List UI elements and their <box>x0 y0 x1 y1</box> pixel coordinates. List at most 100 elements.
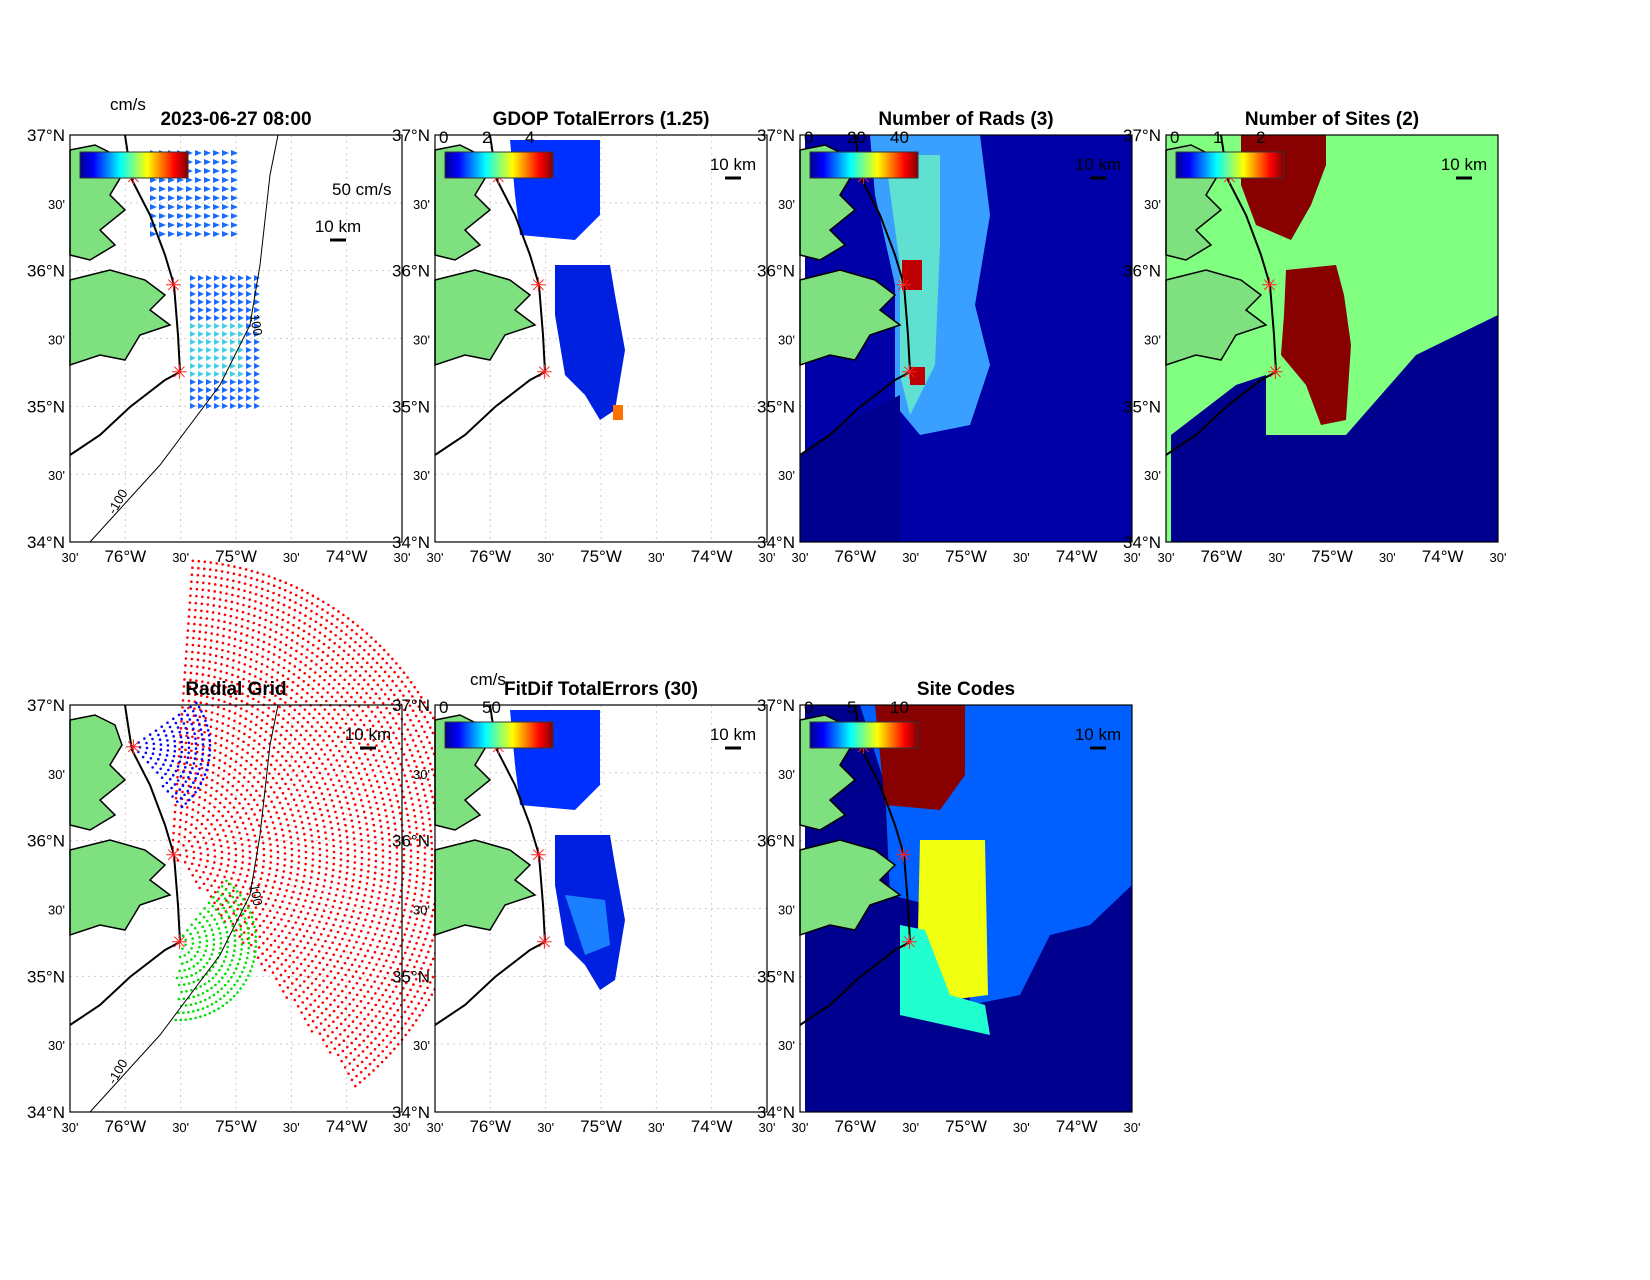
radial-grid-point <box>350 915 353 919</box>
radial-grid-point <box>311 858 315 861</box>
radial-grid-point <box>271 886 275 889</box>
radial-grid-point <box>228 709 231 713</box>
current-vector <box>195 159 202 165</box>
radial-grid-point <box>324 939 327 943</box>
radial-grid-point <box>290 638 294 642</box>
radial-grid-point <box>297 897 300 901</box>
lon-tick-label: 30' <box>283 1120 300 1135</box>
radial-grid-point <box>355 898 358 901</box>
radial-grid-point <box>430 841 434 845</box>
radial-grid-point <box>292 616 296 619</box>
radial-grid-point <box>349 636 353 640</box>
land-mass <box>69 714 127 831</box>
radial-grid-point <box>273 577 276 580</box>
current-vector <box>190 379 196 385</box>
radial-grid-point <box>225 869 228 873</box>
radial-grid-point <box>232 954 235 957</box>
radial-grid-point <box>197 644 201 648</box>
current-vector <box>206 379 212 385</box>
panel-title: Radial Grid <box>185 679 286 700</box>
radial-grid-point <box>290 896 293 899</box>
radial-grid-point <box>205 724 209 727</box>
radial-grid-point <box>355 1074 358 1078</box>
radial-grid-point <box>256 956 260 959</box>
radial-grid-point <box>408 791 412 794</box>
radial-grid-point <box>360 850 364 854</box>
radial-grid-point <box>206 888 209 892</box>
radial-grid-point <box>318 973 322 976</box>
radial-grid-point <box>290 992 293 996</box>
radial-grid-point <box>316 691 319 695</box>
lat-tick-label: 35°N <box>757 397 795 416</box>
radial-grid-point <box>291 813 294 817</box>
radial-grid-point <box>220 881 224 884</box>
radial-grid-point <box>169 764 173 767</box>
radial-grid-point <box>269 891 273 895</box>
radial-grid-point <box>232 579 235 583</box>
radial-grid-point <box>275 977 278 981</box>
radial-grid-point <box>354 737 358 740</box>
radial-grid-point <box>232 806 236 809</box>
radial-grid-point <box>254 840 258 843</box>
current-vector <box>222 283 228 289</box>
lat-tick-label: 37°N <box>392 126 430 145</box>
current-vector <box>246 355 252 361</box>
radial-grid-point <box>214 576 218 579</box>
radial-grid-point <box>296 873 299 876</box>
radial-grid-point <box>245 634 249 637</box>
current-vector <box>214 403 220 409</box>
lat-tick-label: 30' <box>778 903 795 918</box>
radial-grid-point <box>337 994 340 998</box>
current-vector <box>195 186 202 192</box>
radial-grid-point <box>245 874 249 878</box>
radial-grid-point <box>275 838 279 842</box>
radial-grid-point <box>383 716 386 719</box>
radial-grid-point <box>359 832 363 836</box>
radial-grid-point <box>184 802 188 805</box>
current-vector <box>222 186 229 192</box>
radial-grid-point <box>279 973 283 977</box>
radial-grid-point <box>217 927 221 930</box>
radial-grid-point <box>191 766 194 770</box>
current-vector <box>168 204 175 210</box>
radial-grid-point <box>402 853 406 857</box>
radial-grid-point <box>333 678 336 682</box>
radial-grid-point <box>393 918 396 922</box>
radial-grid-point <box>321 956 325 960</box>
radial-grid-point <box>271 754 274 758</box>
radial-grid-point <box>330 666 333 669</box>
radial-grid-point <box>418 905 421 909</box>
radial-grid-point <box>410 971 414 974</box>
current-vector <box>222 347 228 353</box>
radial-grid-point <box>226 578 229 581</box>
radial-grid-point <box>263 633 266 636</box>
radial-grid-point <box>368 1062 372 1066</box>
radial-grid-point <box>303 874 306 878</box>
radial-grid-point <box>343 1066 347 1069</box>
radial-grid-point <box>249 822 253 826</box>
radial-grid-point <box>244 827 247 830</box>
radial-grid-point <box>241 885 245 889</box>
radial-grid-point <box>358 977 362 980</box>
radial-grid-point <box>394 985 398 988</box>
radial-grid-point <box>312 791 316 794</box>
radial-grid-point <box>283 979 286 983</box>
radial-grid-point <box>235 889 239 893</box>
radial-grid-point <box>359 911 362 914</box>
radial-grid-point <box>179 811 183 815</box>
radial-grid-point <box>379 885 382 888</box>
radial-grid-point <box>197 803 201 807</box>
radial-grid-point <box>358 1043 361 1047</box>
radial-grid-point <box>365 1056 368 1060</box>
radial-grid-point <box>220 964 224 968</box>
radial-grid-point <box>223 897 227 900</box>
radial-grid-point <box>301 688 304 691</box>
radial-grid-point <box>253 614 256 618</box>
radial-grid-point <box>355 1004 359 1008</box>
radial-grid-point <box>234 913 238 917</box>
radial-grid-point <box>407 819 410 822</box>
radial-grid-point <box>338 764 341 767</box>
current-vector <box>195 150 202 156</box>
radial-grid-point <box>194 776 198 780</box>
radial-grid-point <box>344 985 348 988</box>
